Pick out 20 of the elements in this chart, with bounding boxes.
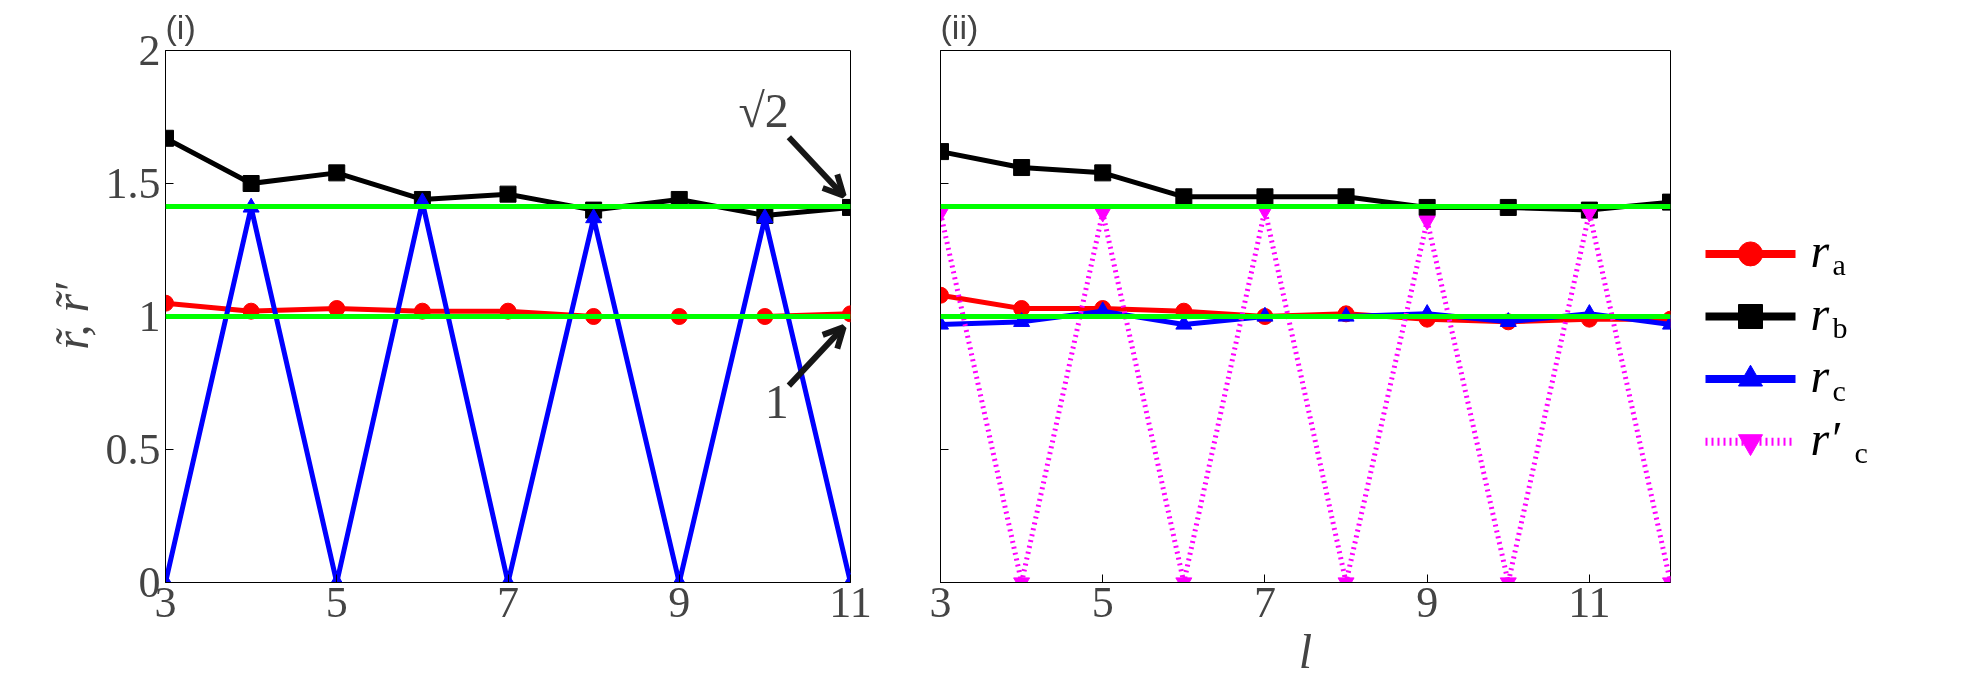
ref-line-label: 1 — [764, 374, 789, 428]
x-tick-label: 9 — [1416, 577, 1439, 627]
chart-title: (ii) — [940, 7, 979, 46]
x-tick-label: 11 — [829, 577, 872, 627]
x-tick-label: 5 — [1091, 577, 1114, 627]
legend-label: r′c — [1810, 412, 1868, 470]
ref-line-label: √2 — [738, 84, 789, 138]
chart-title: (i) — [165, 7, 196, 46]
y-tick-label: 2 — [138, 26, 161, 75]
x-tick-label: 7 — [1253, 577, 1276, 627]
y-tick-label: 1.5 — [105, 159, 161, 208]
y-tick-label: 0.5 — [105, 425, 161, 474]
x-tick-label: 3 — [929, 577, 952, 627]
y-axis-title: r̃, r̃′ — [44, 281, 98, 350]
x-tick-label: 11 — [1568, 577, 1611, 627]
y-tick-label: 1 — [138, 292, 161, 341]
x-tick-label: 5 — [325, 577, 348, 627]
x-tick-label: 9 — [668, 577, 691, 627]
x-axis-title: l — [1298, 624, 1313, 678]
x-tick-label: 7 — [497, 577, 519, 627]
